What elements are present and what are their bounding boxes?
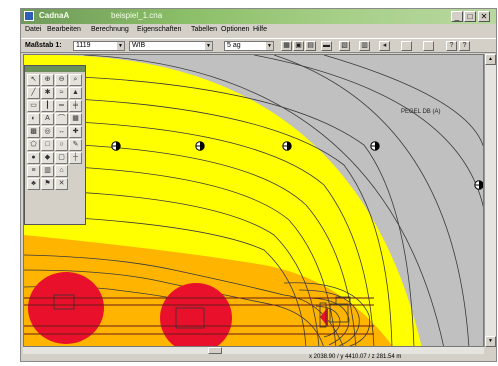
node-icon[interactable]: ● xyxy=(27,152,40,164)
symbol-icon[interactable]: ✚ xyxy=(69,126,82,138)
layer-icon[interactable]: ≡ xyxy=(27,165,40,177)
grid-tool-icon[interactable]: ▩ xyxy=(27,126,40,138)
scale-value: 1119 xyxy=(76,42,91,49)
road-lines xyxy=(24,297,374,335)
menu-optionen[interactable]: Optionen xyxy=(221,26,250,33)
point-source-icon[interactable]: ✱ xyxy=(41,87,54,99)
measure-icon[interactable]: ┼ xyxy=(69,152,82,164)
text-icon[interactable]: A xyxy=(41,113,54,125)
wall-icon[interactable]: ┃ xyxy=(41,100,54,112)
pointer-icon[interactable]: ↖ xyxy=(27,74,40,86)
line-source-icon[interactable]: ≈ xyxy=(55,87,68,99)
chevron-down-icon[interactable]: ▼ xyxy=(266,42,273,50)
contour-lines xyxy=(24,55,483,346)
app-name: CadnaA xyxy=(39,11,70,20)
lock-icon[interactable]: ▢ xyxy=(55,152,68,164)
road-icon[interactable]: ═ xyxy=(55,100,68,112)
color-icon[interactable]: ◆ xyxy=(41,152,54,164)
horizontal-scroll-thumb[interactable] xyxy=(208,347,222,354)
menu-bearbeiten[interactable]: Bearbeiten xyxy=(47,26,81,33)
menu-eigenschaften[interactable]: Eigenschaften xyxy=(137,26,182,33)
receiver-icon[interactable] xyxy=(195,141,205,151)
status-bar: x 2038.90 / y 4410.07 / z 281.54 m xyxy=(21,354,496,361)
map-label: PEGEL DB (A) xyxy=(401,109,440,115)
red-zone-1 xyxy=(28,272,104,344)
cross-icon[interactable]: ✕ xyxy=(55,178,68,190)
line-icon[interactable]: ╱ xyxy=(27,87,40,99)
receiver-icon[interactable] xyxy=(111,141,121,151)
palette-title-bar[interactable] xyxy=(25,66,85,72)
receiver-icon[interactable] xyxy=(370,141,380,151)
building-outlines xyxy=(53,294,351,329)
building-icon[interactable]: ▭ xyxy=(27,100,40,112)
context-help-icon[interactable]: ? xyxy=(459,41,470,51)
polygon-icon[interactable]: ⬠ xyxy=(27,139,40,151)
document-title: beispiel_1.cna xyxy=(111,11,163,20)
receiver-icon[interactable] xyxy=(474,180,483,190)
maximize-button[interactable]: □ xyxy=(464,11,476,22)
rectangle-icon[interactable]: □ xyxy=(41,139,54,151)
menu-bar: Datei Bearbeiten Berechnung Eigenschafte… xyxy=(21,25,496,37)
print-icon[interactable]: ▤ xyxy=(305,41,316,51)
blank-button[interactable] xyxy=(401,41,412,51)
receiver-icon[interactable] xyxy=(282,141,292,151)
table-icon[interactable]: ▥ xyxy=(359,41,370,51)
zoom-fit-icon[interactable]: ⌕ xyxy=(69,74,82,86)
layer-combo[interactable]: WIB ▼ xyxy=(129,41,213,51)
bridge-icon[interactable]: ⌒ xyxy=(55,113,68,125)
scroll-down-icon[interactable]: ▼ xyxy=(485,336,496,347)
layer-value: WIB xyxy=(132,42,146,49)
zoom-out-icon[interactable]: ⊖ xyxy=(55,74,68,86)
map-view[interactable]: PEGEL DB (A) xyxy=(23,54,484,347)
variant-combo[interactable]: 5 ag ▼ xyxy=(224,41,274,51)
receivers xyxy=(111,141,483,190)
receiver-tool-icon[interactable]: ◐ xyxy=(27,113,40,125)
cursor-coordinates: x 2038.90 / y 4410.07 / z 281.54 m xyxy=(309,354,402,360)
palette-empty-slot xyxy=(69,178,82,190)
chevron-down-icon[interactable]: ▼ xyxy=(117,42,124,50)
application-window: CadnaA beispiel_1.cna _ □ ✕ Datei Bearbe… xyxy=(20,8,497,362)
vertical-scrollbar[interactable]: ▲ ▼ xyxy=(484,54,496,347)
tool-palette: ↖ ⊕ ⊖ ⌕ ╱ ✱ ≈ ▲ ▭ ┃ ═ ╪ ◐ A ⌒ ▦ ▩ ◎ ↔ ✚ … xyxy=(24,65,86,225)
house-icon[interactable]: ⌂ xyxy=(55,165,68,177)
toolbar: Maßstab 1: 1119 ▼ WIB ▼ 5 ag ▼ ▦ ▣ ▤ ▬ ▧… xyxy=(21,38,496,53)
noise-map[interactable]: PEGEL DB (A) xyxy=(24,55,484,347)
circle-icon[interactable]: ○ xyxy=(55,139,68,151)
rail-icon[interactable]: ╪ xyxy=(69,100,82,112)
chevron-down-icon[interactable]: ▼ xyxy=(205,42,212,50)
scale-combo[interactable]: 1119 ▼ xyxy=(73,41,125,51)
scroll-up-icon[interactable]: ▲ xyxy=(485,54,496,65)
contour-icon[interactable]: ◎ xyxy=(41,126,54,138)
menu-tabellen[interactable]: Tabellen xyxy=(191,26,218,33)
barrier-icon[interactable]: ▦ xyxy=(69,113,82,125)
copy-icon[interactable]: ▧ xyxy=(339,41,350,51)
app-icon[interactable] xyxy=(24,11,34,21)
tree-icon[interactable]: ♣ xyxy=(27,178,40,190)
minimize-button[interactable]: _ xyxy=(451,11,463,22)
zoom-in-icon[interactable]: ⊕ xyxy=(41,74,54,86)
dimension-icon[interactable]: ↔ xyxy=(55,126,68,138)
palette-empty-slot xyxy=(69,165,82,177)
scale-label: Maßstab 1: xyxy=(25,42,62,49)
title-bar[interactable]: CadnaA beispiel_1.cna _ □ ✕ xyxy=(21,9,496,24)
variant-value: 5 ag xyxy=(227,42,241,49)
save-icon[interactable]: ▣ xyxy=(293,41,304,51)
menu-datei[interactable]: Datei xyxy=(25,26,42,33)
horizontal-scrollbar[interactable] xyxy=(23,347,484,354)
section-icon[interactable]: ▥ xyxy=(41,165,54,177)
flag-icon[interactable]: ⚑ xyxy=(41,178,54,190)
zoom-icon[interactable]: ▬ xyxy=(321,41,332,51)
arrow-icon[interactable]: ◂ xyxy=(379,41,390,51)
menu-berechnung[interactable]: Berechnung xyxy=(91,26,129,33)
area-source-icon[interactable]: ▲ xyxy=(69,87,82,99)
close-button[interactable]: ✕ xyxy=(478,11,490,22)
edit-icon[interactable]: ✎ xyxy=(69,139,82,151)
palette-grid: ↖ ⊕ ⊖ ⌕ ╱ ✱ ≈ ▲ ▭ ┃ ═ ╪ ◐ A ⌒ ▦ ▩ ◎ ↔ ✚ … xyxy=(27,74,82,190)
grid-icon[interactable]: ▦ xyxy=(281,41,292,51)
blank-button-2[interactable] xyxy=(423,41,434,51)
help-icon[interactable]: ? xyxy=(446,41,457,51)
red-zone-2 xyxy=(160,283,232,346)
menu-hilfe[interactable]: Hilfe xyxy=(253,26,268,33)
